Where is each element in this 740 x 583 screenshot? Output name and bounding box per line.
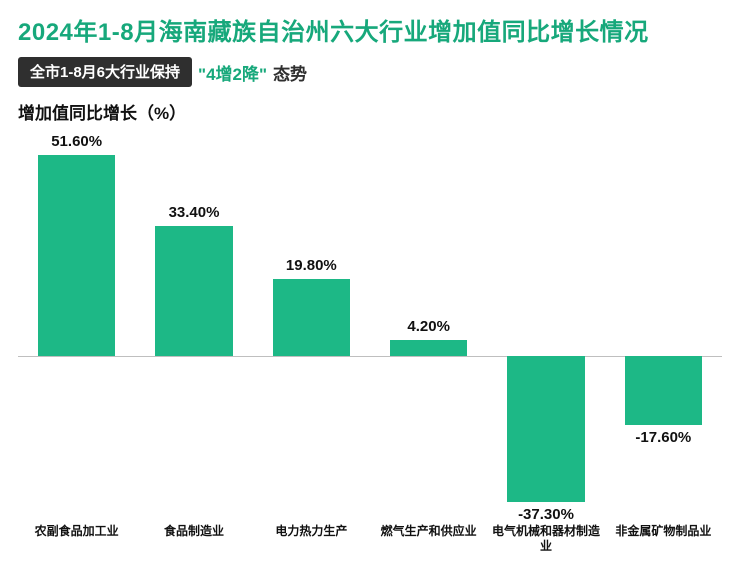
chart-title: 2024年1-8月海南藏族自治州六大行业增加值同比增长情况 — [18, 12, 722, 47]
bar-value-label: 4.20% — [374, 318, 484, 335]
x-axis-baseline — [18, 356, 722, 357]
chart-container: 2024年1-8月海南藏族自治州六大行业增加值同比增长情况 全市1-8月6大行业… — [0, 0, 740, 583]
subtitle-trail: 态势 — [273, 60, 307, 85]
subtitle-highlight: "4增2降" — [198, 60, 267, 85]
plot-area: 51.60%33.40%19.80%4.20%-37.30%-17.60% — [18, 130, 722, 520]
x-axis-label: 非金属矿物制品业 — [608, 524, 718, 539]
bar-value-label: 19.80% — [256, 257, 366, 274]
bar — [507, 356, 584, 501]
subtitle-row: 全市1-8月6大行业保持 "4增2降" 态势 — [18, 57, 722, 87]
bar-value-label: 33.40% — [139, 204, 249, 221]
bar — [273, 279, 350, 356]
bar — [38, 155, 115, 356]
bar — [390, 340, 467, 356]
x-axis-label: 燃气生产和供应业 — [374, 524, 484, 539]
bar-value-label: -17.60% — [608, 429, 718, 446]
bar-value-label: 51.60% — [22, 133, 132, 150]
x-axis-labels: 农副食品加工业食品制造业电力热力生产燃气生产和供应业电气机械和器材制造业非金属矿… — [18, 520, 722, 560]
x-axis-label: 电气机械和器材制造业 — [491, 524, 601, 554]
bar — [155, 226, 232, 356]
bar — [625, 356, 702, 425]
subtitle-pill: 全市1-8月6大行业保持 — [18, 57, 192, 87]
y-axis-title: 增加值同比增长（%） — [18, 99, 722, 124]
chart-area: 51.60%33.40%19.80%4.20%-37.30%-17.60% 农副… — [18, 130, 722, 560]
x-axis-label: 农副食品加工业 — [22, 524, 132, 539]
x-axis-label: 食品制造业 — [139, 524, 249, 539]
x-axis-label: 电力热力生产 — [256, 524, 366, 539]
